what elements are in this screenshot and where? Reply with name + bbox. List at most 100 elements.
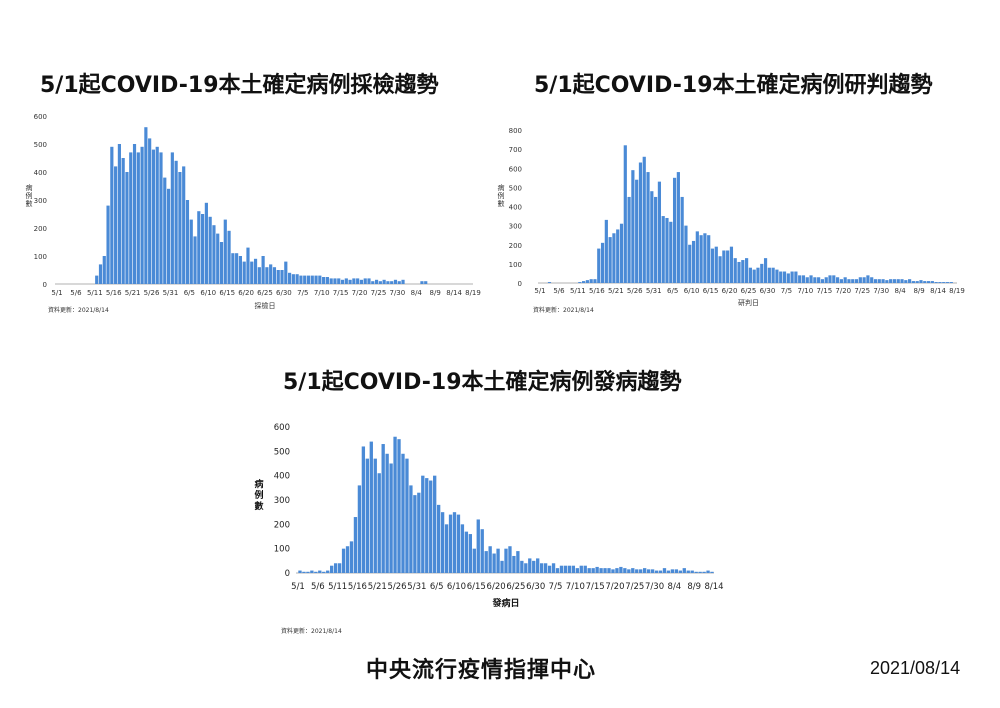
y-axis-label: 病例數 [254, 478, 264, 512]
bar [745, 258, 749, 283]
bar [170, 152, 174, 284]
bar [216, 233, 220, 284]
bar [148, 138, 152, 284]
bar [678, 570, 682, 573]
bar [665, 217, 669, 283]
chart-onset-title: 5/1起COVID-19本土確定病例發病趨勢 [283, 370, 682, 395]
bar [306, 571, 310, 573]
bar [737, 261, 741, 283]
bar [817, 277, 821, 283]
bar [385, 453, 389, 573]
bar [763, 258, 768, 283]
bar [589, 279, 593, 283]
bar [915, 281, 919, 283]
bar [306, 275, 311, 284]
x-tick-label: 8/9 [687, 582, 701, 592]
bar [174, 160, 178, 284]
bar [371, 281, 375, 284]
bar [504, 548, 508, 573]
bar [381, 444, 385, 573]
bar [809, 275, 813, 283]
x-tick-label: 5/21 [608, 287, 624, 295]
x-tick-label: 5/16 [348, 582, 367, 592]
bar [627, 569, 631, 573]
y-tick-label: 100 [509, 261, 522, 269]
chart-onset-update-note: 資料更新：2021/8/14 [281, 628, 342, 635]
x-tick-label: 8/9 [430, 289, 441, 297]
x-tick-label: 5/21 [125, 289, 141, 297]
bar [440, 512, 445, 573]
x-tick-label: 8/14 [930, 287, 946, 295]
bar [760, 263, 764, 283]
bar [303, 275, 307, 284]
x-tick-label: 5/26 [388, 582, 407, 592]
bar [756, 267, 760, 283]
x-axis-label: 發病日 [491, 597, 519, 609]
bar [949, 282, 953, 283]
bar [832, 275, 836, 283]
bar [378, 281, 382, 284]
x-tick-label: 6/10 [684, 287, 700, 295]
x-tick-label: 7/5 [549, 582, 563, 592]
x-tick-label: 7/20 [605, 582, 624, 592]
x-tick-label: 5/6 [553, 287, 565, 295]
bar [365, 458, 369, 573]
bar [623, 568, 627, 573]
bar [352, 278, 356, 284]
x-tick-label: 7/10 [797, 287, 813, 295]
x-tick-label: 5/11 [328, 582, 347, 592]
bar [635, 179, 639, 283]
bar [436, 504, 441, 573]
bar [397, 439, 401, 573]
bar [508, 546, 512, 573]
bar [587, 568, 591, 573]
x-tick-label: 7/15 [816, 287, 832, 295]
bar [619, 566, 623, 573]
x-tick-label: 7/25 [625, 582, 644, 592]
bar [771, 267, 775, 283]
y-tick-label: 400 [274, 472, 290, 482]
bar [688, 244, 692, 283]
bar [464, 531, 469, 573]
bar [639, 569, 643, 573]
y-tick-label: 600 [274, 423, 290, 433]
bar [866, 275, 870, 283]
y-tick-label: 500 [274, 447, 290, 457]
x-tick-label: 6/15 [703, 287, 719, 295]
bar [923, 281, 927, 283]
bar [452, 512, 457, 573]
bar [801, 275, 806, 283]
y-tick-label: 0 [518, 280, 522, 288]
bar [805, 277, 809, 283]
bar [528, 558, 532, 573]
x-tick-label: 6/25 [257, 289, 273, 297]
bar [828, 275, 832, 283]
bar [642, 156, 646, 283]
bar [448, 514, 453, 573]
bar [356, 278, 360, 284]
chart-confirm-title: 5/1起COVID-19本土確定病例研判趨勢 [534, 73, 933, 98]
x-tick-label: 5/26 [144, 289, 160, 297]
bar [563, 565, 568, 573]
x-tick-label: 7/15 [586, 582, 605, 592]
bar [140, 146, 144, 284]
bar [942, 282, 946, 283]
bar [386, 281, 390, 284]
bar [393, 279, 398, 284]
x-tick-label: 5/26 [627, 287, 643, 295]
bar [885, 280, 889, 283]
x-axis-label: 採檢日 [255, 301, 276, 310]
bar [707, 235, 711, 283]
y-tick-label: 600 [509, 165, 522, 173]
x-tick-label: 7/30 [389, 289, 405, 297]
bar [322, 571, 326, 573]
bar [767, 267, 771, 283]
bar [512, 555, 516, 573]
bar [567, 565, 572, 573]
bar [726, 250, 730, 283]
x-tick-label: 8/14 [446, 289, 462, 297]
y-tick-label: 200 [509, 242, 522, 250]
bar [201, 214, 205, 284]
bar [911, 281, 915, 283]
